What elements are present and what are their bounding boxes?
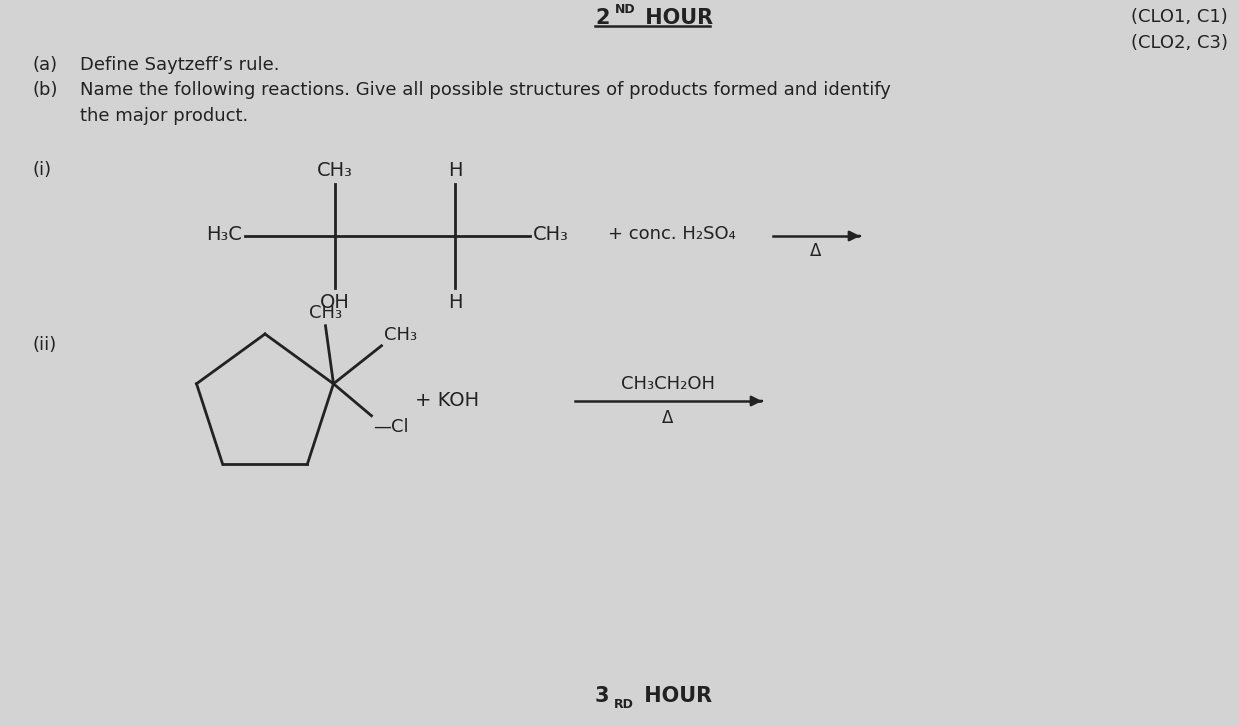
Text: H: H: [447, 293, 462, 312]
Text: Δ: Δ: [662, 409, 673, 427]
Text: Δ: Δ: [810, 242, 821, 260]
Text: HOUR: HOUR: [638, 8, 714, 28]
Text: ND: ND: [615, 3, 636, 16]
Text: (CLO1, C1): (CLO1, C1): [1131, 8, 1228, 26]
Text: (CLO2, C3): (CLO2, C3): [1131, 34, 1228, 52]
Text: (i): (i): [32, 161, 51, 179]
Text: CH₃: CH₃: [317, 161, 353, 180]
Text: 2: 2: [596, 8, 610, 28]
Text: CH₃: CH₃: [309, 303, 342, 322]
Text: + KOH: + KOH: [415, 391, 479, 410]
Text: Define Saytzeff’s rule.: Define Saytzeff’s rule.: [81, 56, 280, 74]
Text: —Cl: —Cl: [373, 417, 409, 436]
Text: H: H: [447, 161, 462, 180]
Text: CH₃: CH₃: [384, 326, 418, 343]
Text: (ii): (ii): [32, 336, 56, 354]
Text: CH₃CH₂OH: CH₃CH₂OH: [621, 375, 715, 393]
Text: + conc. H₂SO₄: + conc. H₂SO₄: [608, 225, 736, 243]
Text: (a): (a): [32, 56, 57, 74]
Text: HOUR: HOUR: [637, 686, 712, 706]
Text: OH: OH: [320, 293, 349, 312]
Text: the major product.: the major product.: [81, 107, 248, 125]
Text: 3: 3: [595, 686, 610, 706]
Text: Name the following reactions. Give all possible structures of products formed an: Name the following reactions. Give all p…: [81, 81, 891, 99]
Text: H₃C: H₃C: [206, 224, 242, 243]
Text: CH₃: CH₃: [533, 224, 569, 243]
Text: RD: RD: [615, 698, 634, 711]
Text: (b): (b): [32, 81, 57, 99]
